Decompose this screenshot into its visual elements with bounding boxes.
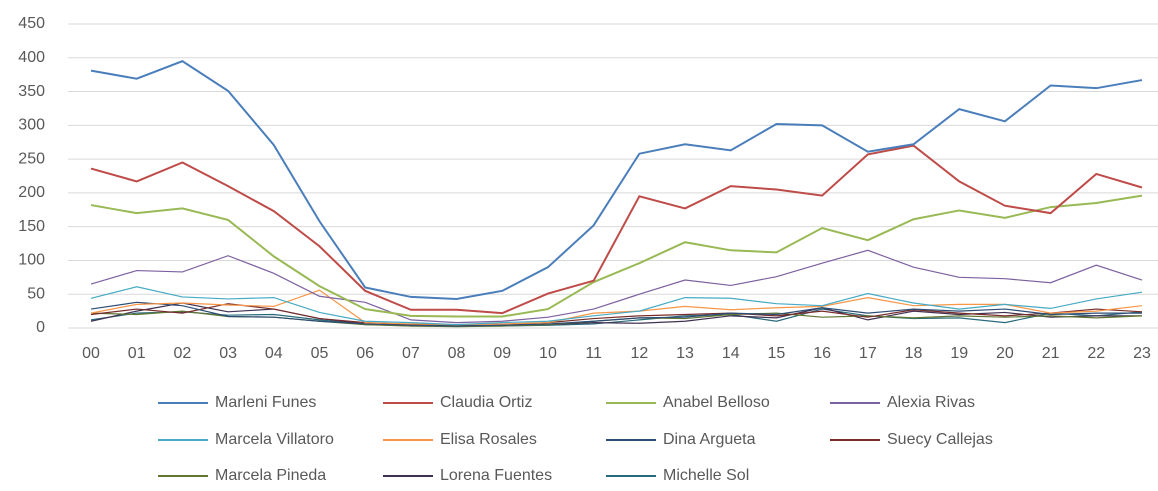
legend-label: Marcela Pineda bbox=[215, 467, 326, 484]
x-tick-label: 22 bbox=[1087, 345, 1105, 362]
x-tick-label: 15 bbox=[768, 345, 786, 362]
y-tick-label: 350 bbox=[18, 83, 45, 100]
series-line bbox=[90, 301, 1142, 327]
y-tick-label: 450 bbox=[18, 15, 45, 32]
series-line bbox=[90, 144, 1143, 315]
legend-label: Marleni Funes bbox=[215, 394, 316, 411]
y-tick-label: 0 bbox=[36, 319, 45, 336]
y-tick-label: 100 bbox=[18, 252, 45, 269]
series-line bbox=[90, 289, 1143, 326]
legend-label: Elisa Rosales bbox=[440, 431, 537, 448]
x-tick-label: 08 bbox=[448, 345, 466, 362]
y-tick-label: 50 bbox=[27, 285, 45, 302]
legend-label: Anabel Belloso bbox=[663, 394, 770, 411]
x-tick-label: 00 bbox=[82, 345, 100, 362]
x-tick-label: 14 bbox=[722, 345, 740, 362]
legend-label: Dina Argueta bbox=[663, 431, 756, 448]
y-tick-label: 250 bbox=[18, 150, 45, 167]
legend-label: Michelle Sol bbox=[663, 467, 749, 484]
legend-label: Claudia Ortiz bbox=[440, 394, 532, 411]
x-tick-label: 09 bbox=[493, 345, 511, 362]
series-line bbox=[90, 60, 1143, 300]
x-tick-label: 20 bbox=[996, 345, 1014, 362]
series-line bbox=[90, 194, 1143, 318]
x-tick-label: 13 bbox=[676, 345, 694, 362]
x-tick-label: 18 bbox=[905, 345, 923, 362]
x-tick-label: 17 bbox=[859, 345, 877, 362]
x-tick-label: 01 bbox=[128, 345, 146, 362]
x-tick-label: 06 bbox=[356, 345, 374, 362]
x-tick-label: 02 bbox=[173, 345, 191, 362]
y-tick-label: 300 bbox=[18, 117, 45, 134]
series-line bbox=[90, 249, 1143, 324]
y-tick-label: 150 bbox=[18, 218, 45, 235]
x-tick-label: 03 bbox=[219, 345, 237, 362]
x-tick-label: 23 bbox=[1133, 345, 1151, 362]
x-tick-label: 07 bbox=[402, 345, 420, 362]
series-line bbox=[90, 303, 1143, 326]
x-tick-label: 12 bbox=[630, 345, 648, 362]
legend-label: Lorena Fuentes bbox=[440, 467, 552, 484]
series-line bbox=[90, 286, 1143, 326]
legend-label: Alexia Rivas bbox=[887, 394, 975, 411]
legend-label: Marcela Villatoro bbox=[215, 431, 334, 448]
x-tick-label: 19 bbox=[950, 345, 968, 362]
x-tick-label: 11 bbox=[585, 345, 602, 362]
x-tick-label: 10 bbox=[539, 345, 557, 362]
x-tick-label: 05 bbox=[311, 345, 329, 362]
x-tick-label: 04 bbox=[265, 345, 283, 362]
y-tick-label: 200 bbox=[18, 184, 45, 201]
x-tick-label: 21 bbox=[1042, 345, 1060, 362]
series-line bbox=[90, 308, 1143, 327]
legend-label: Suecy Callejas bbox=[887, 431, 993, 448]
x-tick-label: 16 bbox=[813, 345, 831, 362]
y-tick-label: 400 bbox=[18, 49, 45, 66]
